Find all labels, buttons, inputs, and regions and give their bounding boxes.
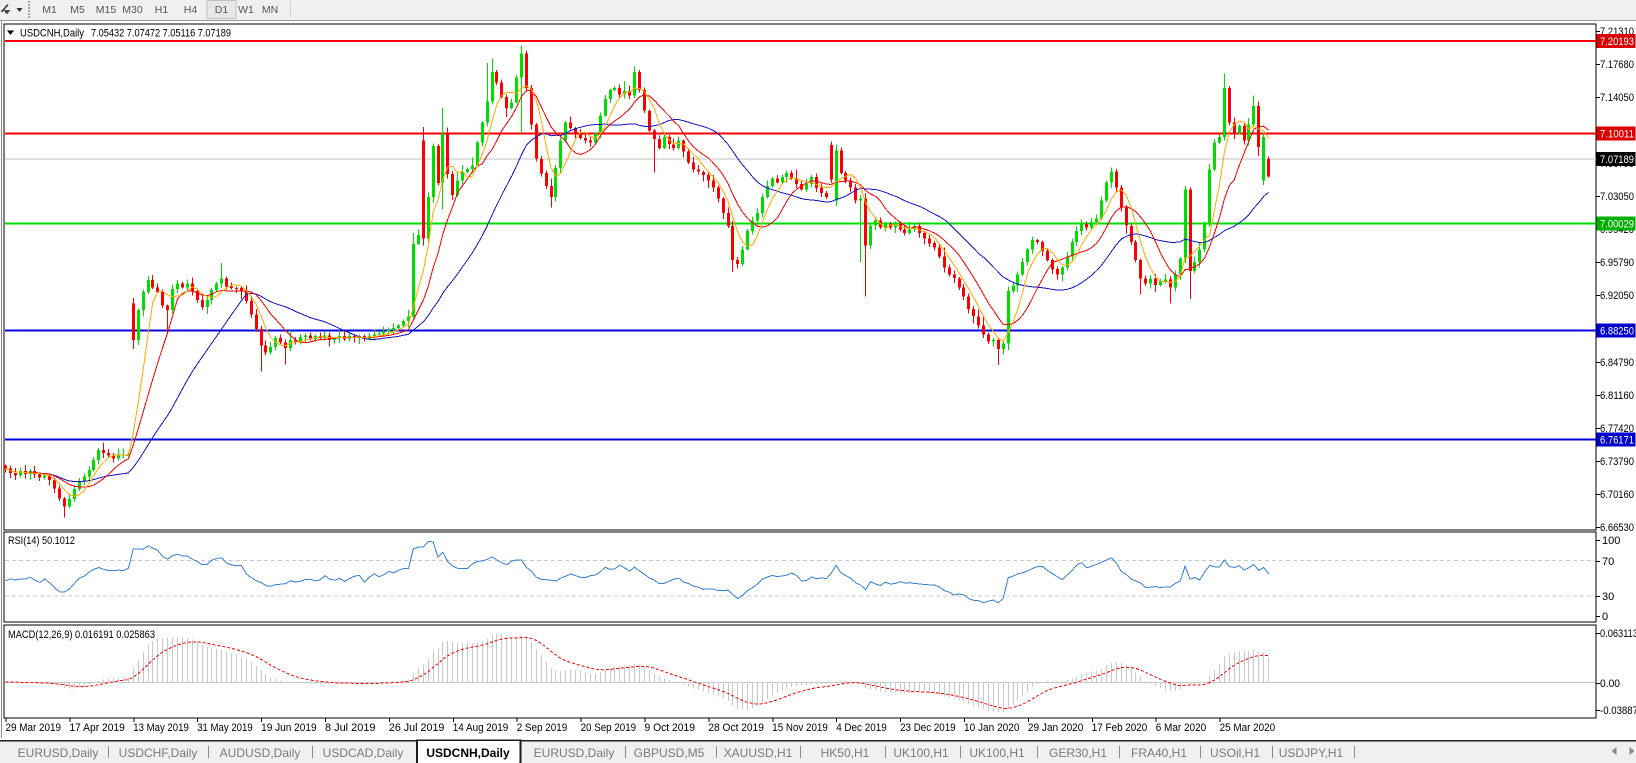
- svg-text:7.03050: 7.03050: [1600, 191, 1634, 203]
- svg-text:W1: W1: [238, 4, 254, 16]
- svg-text:19 Jun 2019: 19 Jun 2019: [261, 722, 317, 734]
- svg-text:FRA40,H1: FRA40,H1: [1131, 746, 1187, 760]
- svg-text:70: 70: [1602, 556, 1614, 568]
- svg-text:7.05432 7.07472 7.05116 7.0718: 7.05432 7.07472 7.05116 7.07189: [91, 28, 231, 40]
- svg-text:29 Mar 2019: 29 Mar 2019: [6, 722, 62, 734]
- svg-text:HK50,H1: HK50,H1: [821, 746, 870, 760]
- svg-text:20 Sep 2019: 20 Sep 2019: [581, 722, 637, 734]
- svg-text:M1: M1: [42, 4, 57, 16]
- svg-text:29 Jan 2020: 29 Jan 2020: [1028, 722, 1084, 734]
- svg-text:D1: D1: [215, 4, 229, 16]
- svg-text:EURUSD,Daily: EURUSD,Daily: [534, 746, 615, 760]
- svg-text:USOil,H1: USOil,H1: [1210, 746, 1260, 760]
- svg-text:M30: M30: [122, 4, 143, 16]
- svg-text:USDCNH,Daily: USDCNH,Daily: [20, 28, 84, 40]
- svg-text:8 Jul 2019: 8 Jul 2019: [325, 722, 376, 734]
- svg-text:6.88250: 6.88250: [1600, 325, 1634, 337]
- svg-text:UK100,H1: UK100,H1: [969, 746, 1025, 760]
- svg-text:XAUUSD,H1: XAUUSD,H1: [724, 746, 793, 760]
- svg-text:6.84790: 6.84790: [1600, 357, 1634, 369]
- svg-text:M5: M5: [70, 4, 85, 16]
- svg-text:MN: MN: [262, 4, 278, 16]
- svg-text:4 Dec 2019: 4 Dec 2019: [836, 722, 887, 734]
- svg-text:7.17680: 7.17680: [1600, 59, 1634, 71]
- svg-text:M15: M15: [96, 4, 117, 16]
- svg-text:2 Sep 2019: 2 Sep 2019: [517, 722, 568, 734]
- svg-text:0.063113: 0.063113: [1600, 628, 1636, 640]
- svg-text:USDJPY,H1: USDJPY,H1: [1279, 746, 1344, 760]
- svg-text:23 Dec 2019: 23 Dec 2019: [900, 722, 956, 734]
- svg-text:15 Nov 2019: 15 Nov 2019: [772, 722, 828, 734]
- svg-text:H4: H4: [184, 4, 198, 16]
- svg-text:6 Mar 2020: 6 Mar 2020: [1156, 722, 1207, 734]
- svg-text:6.76171: 6.76171: [1600, 435, 1634, 447]
- svg-text:6.70160: 6.70160: [1600, 489, 1634, 501]
- svg-text:17 Feb 2020: 17 Feb 2020: [1092, 722, 1148, 734]
- svg-text:MACD(12,26,9) 0.016191 0.02586: MACD(12,26,9) 0.016191 0.025863: [8, 629, 155, 641]
- svg-text:USDCAD,Daily: USDCAD,Daily: [323, 746, 404, 760]
- svg-text:7.20193: 7.20193: [1600, 36, 1634, 48]
- svg-text:0.00: 0.00: [1600, 678, 1620, 690]
- svg-text:25 Mar 2020: 25 Mar 2020: [1220, 722, 1276, 734]
- svg-text:7.14050: 7.14050: [1600, 92, 1634, 104]
- svg-text:100: 100: [1602, 535, 1620, 547]
- svg-text:7.10011: 7.10011: [1600, 128, 1634, 140]
- svg-text:9 Oct 2019: 9 Oct 2019: [645, 722, 696, 734]
- svg-text:H1: H1: [155, 4, 169, 16]
- svg-text:31 May 2019: 31 May 2019: [197, 722, 253, 734]
- svg-text:USDCHF,Daily: USDCHF,Daily: [119, 746, 198, 760]
- svg-text:UK100,H1: UK100,H1: [893, 746, 949, 760]
- svg-text:RSI(14) 50.1012: RSI(14) 50.1012: [8, 535, 75, 547]
- svg-text:7.07189: 7.07189: [1600, 154, 1634, 166]
- svg-text:26 Jul 2019: 26 Jul 2019: [389, 722, 445, 734]
- svg-text:6.77420: 6.77420: [1600, 423, 1634, 435]
- svg-text:GER30,H1: GER30,H1: [1049, 746, 1107, 760]
- svg-text:EURUSD,Daily: EURUSD,Daily: [18, 746, 99, 760]
- svg-text:28 Oct 2019: 28 Oct 2019: [708, 722, 764, 734]
- svg-text:0: 0: [1602, 611, 1608, 623]
- svg-text:17 Apr 2019: 17 Apr 2019: [69, 722, 125, 734]
- svg-text:USDCNH,Daily: USDCNH,Daily: [426, 746, 510, 760]
- svg-text:10 Jan 2020: 10 Jan 2020: [964, 722, 1020, 734]
- svg-text:7.00029: 7.00029: [1600, 219, 1634, 231]
- svg-text:6.95790: 6.95790: [1600, 257, 1634, 269]
- svg-text:-0.03887: -0.03887: [1600, 705, 1636, 717]
- svg-text:6.66530: 6.66530: [1600, 522, 1634, 534]
- svg-text:13 May 2019: 13 May 2019: [133, 722, 189, 734]
- svg-text:6.92050: 6.92050: [1600, 290, 1634, 302]
- svg-text:6.81160: 6.81160: [1600, 390, 1634, 402]
- svg-text:GBPUSD,M5: GBPUSD,M5: [634, 746, 705, 760]
- svg-text:14 Aug 2019: 14 Aug 2019: [453, 722, 509, 734]
- svg-text:30: 30: [1602, 591, 1614, 603]
- svg-text:6.73790: 6.73790: [1600, 456, 1634, 468]
- svg-text:AUDUSD,Daily: AUDUSD,Daily: [220, 746, 301, 760]
